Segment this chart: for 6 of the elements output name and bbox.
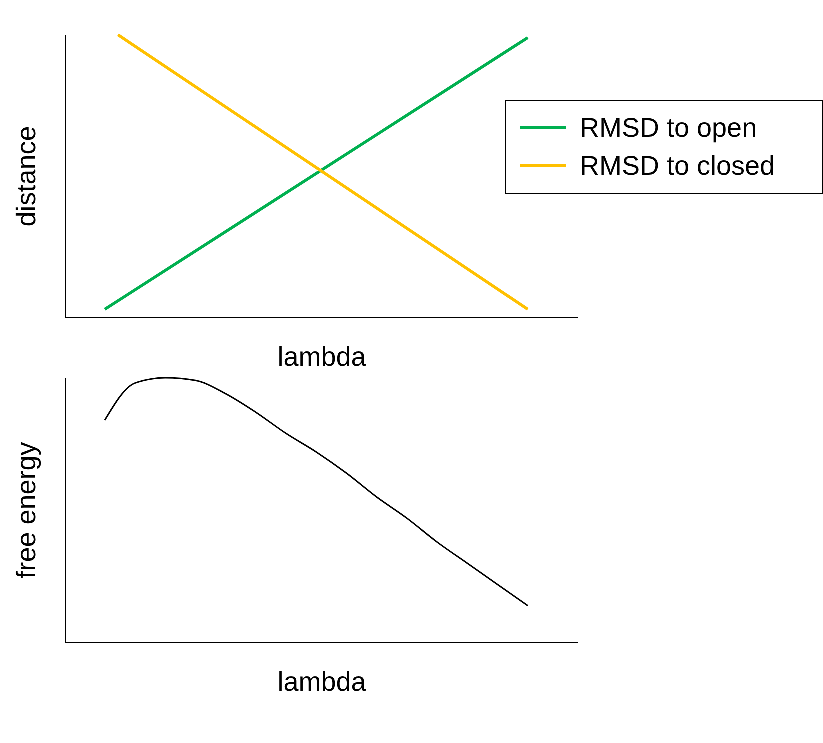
x-axis-title: lambda — [278, 342, 368, 372]
legend-label: RMSD to open — [580, 112, 758, 144]
legend-label: RMSD to closed — [580, 150, 776, 182]
y-axis-title: free energy — [12, 442, 42, 579]
y-axis-title: distance — [12, 126, 42, 227]
x-axis-title: lambda — [278, 667, 368, 697]
